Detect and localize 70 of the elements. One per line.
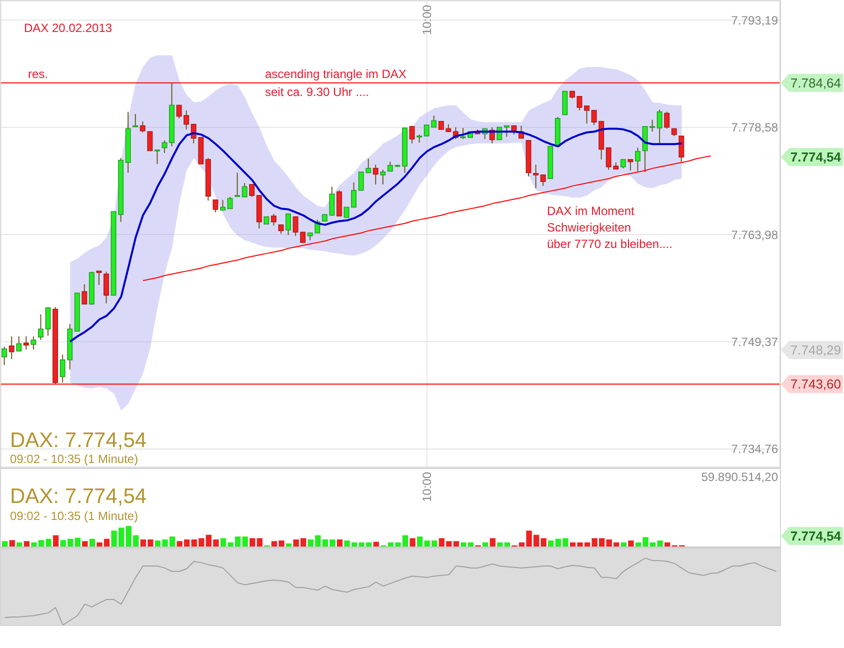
- candlestick: [504, 125, 510, 138]
- bar: [416, 536, 423, 547]
- bar: [250, 538, 256, 547]
- candlestick: [249, 184, 255, 198]
- ref-line-label: 7.743,60: [790, 376, 841, 392]
- candlestick: [351, 182, 357, 208]
- text: 10:00: [420, 472, 434, 502]
- candlestick: [562, 90, 568, 116]
- text: DAX: 7.774,54: [10, 429, 147, 452]
- candlestick: [23, 336, 29, 350]
- annotation: DAX 20.02.2013: [24, 21, 112, 35]
- candlestick: [634, 147, 640, 172]
- y-tick-label: 7.793,19: [731, 13, 778, 28]
- bar: [628, 540, 634, 547]
- candlestick: [234, 172, 240, 197]
- candlestick: [212, 199, 218, 213]
- bar: [242, 536, 248, 547]
- candlestick: [30, 336, 36, 350]
- chart-title: DAX: 7.774,54: [10, 485, 147, 508]
- bar: [2, 541, 8, 547]
- bar: [490, 538, 496, 547]
- chart-subtitle: 09:02 - 10:35 (1 Minute): [10, 509, 138, 523]
- bar: [52, 535, 59, 547]
- candlestick: [16, 336, 22, 352]
- y-tick-label: 7.734,76: [731, 442, 778, 456]
- candlestick: [162, 140, 168, 154]
- candlestick: [344, 206, 350, 218]
- candlestick: [286, 213, 291, 236]
- candlestick: [38, 314, 44, 341]
- bar: [336, 539, 343, 547]
- candlestick: [409, 126, 415, 144]
- candlestick: [664, 111, 670, 130]
- candlestick: [220, 199, 226, 211]
- candlestick: [8, 336, 14, 360]
- text: 7.774,54: [790, 528, 842, 544]
- candlestick: [45, 307, 51, 336]
- text: 59.890.514,20: [701, 470, 778, 484]
- bar: [82, 541, 88, 547]
- bar: [410, 538, 416, 547]
- y-tick-label: 7.749,37: [731, 334, 778, 349]
- bar: [24, 541, 30, 547]
- candlestick: [270, 213, 276, 226]
- ref-line-label: 7.784,64: [790, 75, 841, 90]
- y-tick-label: 7.763,98: [731, 228, 778, 242]
- candlestick: [82, 284, 88, 305]
- text: 7.748,29: [790, 342, 841, 358]
- bar: [9, 540, 15, 547]
- candlestick: [242, 182, 248, 198]
- line-series: [142, 155, 712, 282]
- candlestick: [656, 109, 662, 144]
- candlestick: [628, 159, 634, 172]
- candlestick: [96, 270, 102, 286]
- annotation: ascending triangle im DAX seit ca. 9.30 Uhr ....: [265, 67, 406, 99]
- annotation: res.: [28, 67, 48, 81]
- candlestick: [533, 164, 539, 189]
- candlestick: [650, 119, 656, 132]
- candlestick: [2, 346, 8, 366]
- text: 7.774,54: [790, 150, 842, 164]
- candlestick: [227, 196, 233, 210]
- candlestick: [584, 105, 590, 124]
- candlestick: [380, 169, 386, 185]
- candlestick: [540, 174, 546, 186]
- bar: [256, 538, 262, 547]
- candlestick: [104, 271, 109, 304]
- candlestick: [372, 164, 378, 185]
- candlestick: [678, 136, 684, 162]
- candlestick: [154, 149, 160, 164]
- text: 09:02 - 10:35 (1 Minute): [10, 452, 138, 466]
- y-tick-label: 7.778,58: [731, 120, 778, 135]
- annotation: DAX im Moment Schwierigkeiten über 7770 zu bleiben....: [547, 204, 672, 251]
